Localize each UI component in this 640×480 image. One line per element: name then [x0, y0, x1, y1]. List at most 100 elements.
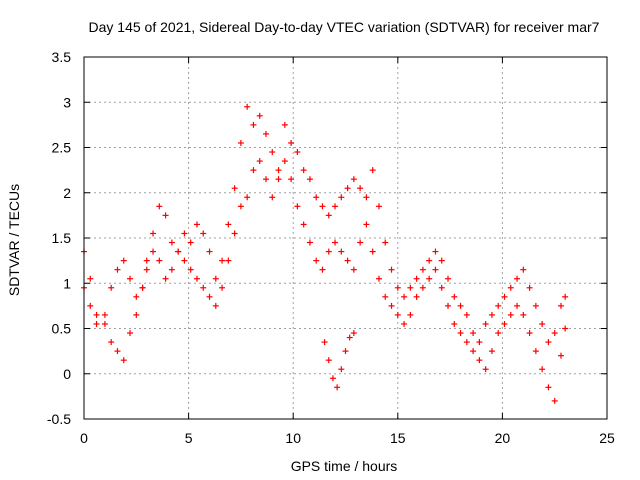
- data-point: [457, 330, 464, 337]
- x-tick-label: 10: [285, 430, 301, 446]
- data-point: [332, 203, 339, 210]
- data-point: [269, 194, 276, 201]
- data-point: [350, 266, 357, 273]
- data-point: [562, 325, 569, 332]
- data-point: [438, 257, 445, 264]
- data-point: [382, 239, 389, 246]
- data-point: [463, 339, 470, 346]
- data-point: [507, 284, 514, 291]
- data-point: [426, 257, 433, 264]
- data-point: [557, 302, 564, 309]
- data-point: [206, 248, 213, 255]
- data-point: [168, 266, 175, 273]
- data-point: [294, 203, 301, 210]
- data-point: [520, 266, 527, 273]
- series-1: [81, 103, 569, 346]
- data-point: [419, 284, 426, 291]
- data-point: [501, 320, 508, 327]
- data-point: [168, 239, 175, 246]
- data-point: [325, 248, 332, 255]
- data-point: [432, 266, 439, 273]
- data-point: [231, 230, 238, 237]
- data-point: [108, 284, 115, 291]
- data-point: [545, 384, 552, 391]
- data-point: [334, 384, 341, 391]
- data-point: [288, 176, 295, 183]
- data-point: [319, 203, 326, 210]
- data-point: [344, 185, 351, 192]
- data-point: [275, 167, 282, 174]
- axis-ticks: 0 5 10 15 20 25 -0.5 0 0.5 1 1.5 2 2.5 3 3.5: [47, 49, 615, 446]
- data-point: [237, 203, 244, 210]
- data-point: [375, 275, 382, 282]
- data-point: [426, 275, 433, 282]
- data-point: [488, 348, 495, 355]
- data-point: [114, 348, 121, 355]
- data-point: [394, 311, 401, 318]
- data-point: [329, 375, 336, 382]
- data-point: [114, 266, 121, 273]
- data-point: [551, 330, 558, 337]
- data-point: [532, 348, 539, 355]
- data-point: [539, 366, 546, 373]
- data-point: [470, 348, 477, 355]
- data-point: [346, 334, 353, 341]
- data-point: [133, 311, 140, 318]
- data-point: [139, 284, 146, 291]
- data-point: [244, 103, 251, 110]
- data-point: [507, 311, 514, 318]
- data-point: [501, 293, 508, 300]
- data-point: [101, 320, 108, 327]
- data-point: [438, 284, 445, 291]
- data-point: [250, 167, 257, 174]
- data-point: [539, 320, 546, 327]
- data-point: [306, 239, 313, 246]
- data-point: [200, 230, 207, 237]
- data-point: [551, 397, 558, 404]
- data-point: [401, 293, 408, 300]
- x-tick-label: 20: [495, 430, 511, 446]
- y-tick-label: 1.5: [52, 230, 72, 246]
- data-point: [108, 339, 115, 346]
- data-point: [187, 239, 194, 246]
- x-axis-label: GPS time / hours: [291, 458, 398, 474]
- x-tick-label: 15: [390, 430, 406, 446]
- data-point: [382, 293, 389, 300]
- data-point: [545, 339, 552, 346]
- data-point: [388, 302, 395, 309]
- y-axis-label: SDTVAR / TECUs: [6, 184, 22, 296]
- data-point: [445, 275, 452, 282]
- data-point: [294, 149, 301, 156]
- data-point: [256, 112, 263, 119]
- data-point: [482, 366, 489, 373]
- series-2: [81, 158, 569, 404]
- data-point: [463, 311, 470, 318]
- data-point: [470, 330, 477, 337]
- data-point: [150, 248, 157, 255]
- data-point: [93, 311, 100, 318]
- data-point: [193, 221, 200, 228]
- data-point: [120, 257, 127, 264]
- data-point: [445, 302, 452, 309]
- data-point: [244, 194, 251, 201]
- data-point: [162, 275, 169, 282]
- data-point: [143, 266, 150, 273]
- data-point: [133, 293, 140, 300]
- data-point: [457, 302, 464, 309]
- data-point: [219, 284, 226, 291]
- y-tick-label: 0.5: [52, 321, 72, 337]
- data-point: [288, 139, 295, 146]
- data-point: [413, 275, 420, 282]
- data-point: [219, 257, 226, 264]
- data-point: [87, 302, 94, 309]
- y-tick-label: 2: [63, 185, 71, 201]
- data-point: [369, 167, 376, 174]
- data-point: [231, 185, 238, 192]
- data-point: [313, 257, 320, 264]
- x-tick-label: 25: [599, 430, 615, 446]
- data-point: [300, 167, 307, 174]
- data-point: [488, 311, 495, 318]
- data-point: [212, 302, 219, 309]
- data-point: [212, 275, 219, 282]
